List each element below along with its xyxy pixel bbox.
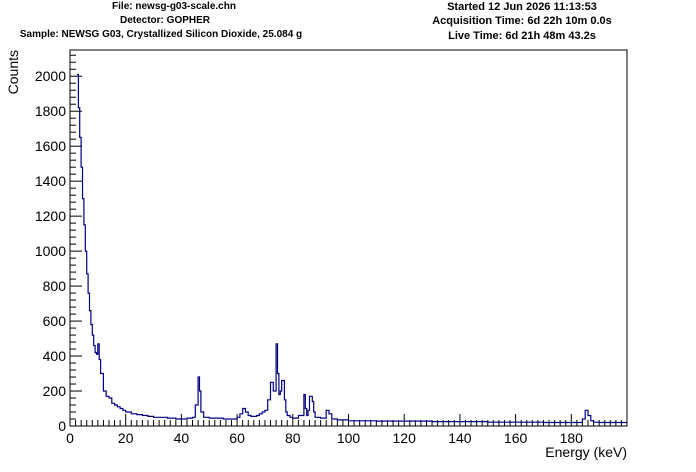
x-axis-label: Energy (keV) [545, 444, 627, 460]
y-tick-label: 600 [43, 313, 67, 329]
started-label: Started 12 Jun 2026 11:13:53 [447, 1, 597, 13]
y-tick-label: 0 [58, 418, 66, 434]
y-tick-label: 1000 [35, 243, 66, 259]
y-tick-label: 2000 [35, 68, 66, 84]
x-tick-label: 80 [285, 430, 301, 446]
y-axis-label: Counts [5, 50, 21, 94]
spectrum-series-line [77, 73, 627, 424]
y-tick-label: 800 [43, 278, 67, 294]
detector-label: Detector: GOPHER [119, 15, 211, 26]
x-tick-label: 120 [393, 430, 417, 446]
x-tick-label: 180 [560, 430, 584, 446]
live-time-label: Live Time: 6d 21h 48m 43.2s [448, 30, 596, 42]
y-tick-label: 1400 [35, 173, 66, 189]
y-tick-label: 400 [43, 348, 67, 364]
y-tick-label: 1200 [35, 208, 66, 224]
x-tick-label: 40 [174, 430, 190, 446]
x-tick-label: 20 [118, 430, 134, 446]
x-tick-label: 100 [337, 430, 361, 446]
x-tick-label: 60 [229, 430, 245, 446]
x-tick-label: 160 [504, 430, 528, 446]
y-tick-label: 200 [43, 383, 67, 399]
y-tick-label: 1800 [35, 103, 66, 119]
plot-frame [69, 49, 628, 427]
acquisition-time-label: Acquisition Time: 6d 22h 10m 0.0s [432, 15, 612, 27]
x-tick-label: 0 [66, 430, 74, 446]
y-tick-label: 1600 [35, 138, 66, 154]
file-label: File: newsg-g03-scale.chn [112, 1, 236, 12]
x-tick-label: 140 [448, 430, 472, 446]
sample-label: Sample: NEWSG G03, Crystallized Silicon … [19, 29, 303, 40]
